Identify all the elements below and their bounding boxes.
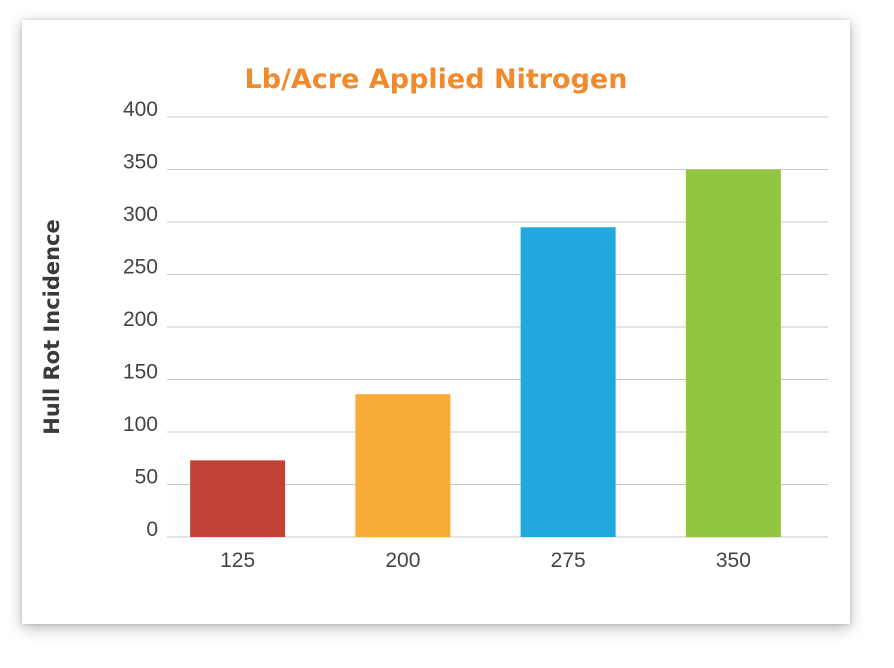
bar-275 <box>520 227 616 537</box>
y-tick-label: 300 <box>123 203 158 226</box>
y-axis-label: Hull Rot Incidence <box>40 219 64 435</box>
bar-200 <box>355 394 451 537</box>
y-tick-label: 0 <box>146 518 158 541</box>
chart-title: Lb/Acre Applied Nitrogen <box>245 64 628 95</box>
y-tick-label: 100 <box>123 413 158 436</box>
y-tick-label: 50 <box>135 466 158 489</box>
y-tick-label: 400 <box>123 98 158 121</box>
y-axis-ticks: 0 50 100 150 200 250 300 350 400 <box>123 98 158 541</box>
x-axis-ticks: 125 200 275 350 <box>220 549 751 572</box>
x-tick-label: 350 <box>716 549 751 572</box>
x-tick-label: 125 <box>220 549 255 572</box>
bar-125 <box>190 460 286 537</box>
y-tick-label: 200 <box>123 308 158 331</box>
y-tick-label: 150 <box>123 361 158 384</box>
bar-350 <box>685 169 781 537</box>
x-tick-label: 200 <box>385 549 420 572</box>
x-tick-label: 275 <box>551 549 586 572</box>
y-tick-label: 350 <box>123 151 158 174</box>
y-tick-label: 250 <box>123 256 158 279</box>
bars <box>190 169 781 537</box>
